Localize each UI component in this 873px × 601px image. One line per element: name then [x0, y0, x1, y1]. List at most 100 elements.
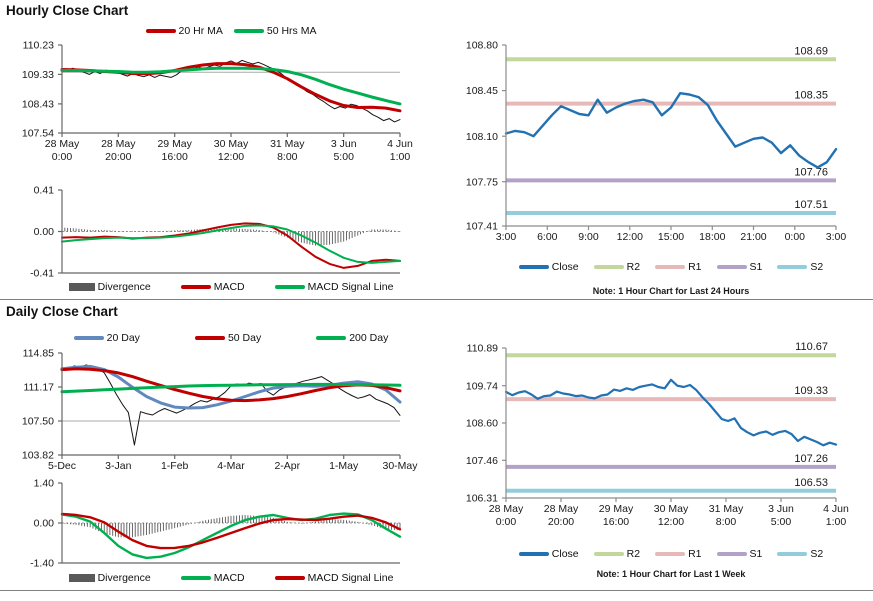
- legend-swatch: [316, 336, 347, 340]
- divergence-bar: [109, 230, 111, 232]
- legend-label: Divergence: [97, 572, 151, 584]
- divergence-bar: [129, 523, 131, 538]
- hourly-macd-legend: Divergence MACD MACD Signal Line: [62, 281, 400, 293]
- legend-swatch: [274, 285, 305, 289]
- divergence-bar: [374, 523, 376, 527]
- divergence-bar: [264, 516, 266, 523]
- divergence-bar: [115, 230, 116, 232]
- divergence-bar: [126, 523, 128, 538]
- legend-label: S1: [749, 261, 763, 273]
- divergence-bar: [320, 520, 322, 523]
- legend-label: Divergence: [97, 281, 151, 293]
- daily-macd-legend: Divergence MACD MACD Signal Line: [62, 572, 400, 584]
- divergence-bar: [357, 521, 359, 523]
- divergence-bar: [70, 523, 71, 525]
- divergence-bar: [362, 231, 364, 234]
- divergence-bar: [92, 523, 94, 529]
- x-tick-label: 5-Dec: [48, 460, 76, 472]
- divergence-bar: [309, 231, 311, 245]
- x-tick-label: 0:00: [496, 516, 517, 528]
- divergence-bar: [348, 520, 350, 523]
- divergence-bar: [374, 229, 376, 232]
- divergence-bar: [385, 229, 387, 232]
- divergence-bar: [247, 229, 249, 232]
- daily-price-chart: 114.85 111.17 107.50 103.825-Dec 3-Jan 1-Feb 4…: [22, 348, 418, 472]
- divergence-bar: [250, 229, 252, 232]
- divergence-bar: [278, 519, 280, 523]
- x-tick-label: 12:00: [218, 151, 244, 163]
- legend-label: S1: [749, 548, 763, 560]
- x-tick-label: 3 Jun: [331, 138, 357, 150]
- legend-label: Close: [551, 548, 579, 560]
- legend-item-macd: MACD: [180, 281, 245, 293]
- legend-label: 200 Day: [349, 332, 389, 344]
- divergence-bar: [233, 228, 235, 232]
- x-tick-label: 3 Jun: [768, 503, 794, 515]
- x-tick-label: 1-Feb: [161, 460, 189, 472]
- y-tick-label: 108.45: [466, 85, 498, 97]
- legend-swatch: [593, 265, 624, 269]
- divergence-bar: [188, 229, 190, 232]
- divergence-bar: [185, 230, 187, 232]
- x-tick-label: 2-Apr: [274, 460, 300, 472]
- divergence-bar: [346, 520, 347, 523]
- x-tick-label: 8:00: [716, 516, 737, 528]
- divergence-bar: [131, 523, 133, 538]
- divergence-bar: [289, 522, 291, 523]
- divergence-bar: [137, 523, 139, 537]
- legend-swatch: [655, 552, 686, 556]
- divergence-bar: [331, 519, 333, 523]
- divergence-bar: [191, 523, 193, 524]
- divergence-bar: [205, 520, 207, 523]
- legend-label: Close: [551, 261, 579, 273]
- divergence-bar: [382, 229, 384, 232]
- legend-swatch: [518, 552, 549, 556]
- divergence-bar: [379, 229, 381, 232]
- legend-label: S2: [810, 261, 824, 273]
- divergence-bar: [210, 519, 212, 523]
- x-tick-label: 15:00: [658, 231, 684, 243]
- daily-chart-note: Note: 1 Hour Chart for Last 1 Week: [596, 569, 746, 579]
- divergence-bar: [300, 231, 302, 243]
- daily-macd-chart: 1.40 0.00 -1.40: [30, 478, 402, 570]
- series-macd: [60, 512, 402, 560]
- divergence-bar: [230, 515, 232, 523]
- divergence-bar: [286, 521, 288, 523]
- divergence-bar: [323, 231, 325, 246]
- divergence-bar: [354, 521, 356, 523]
- y-tick-label: -0.41: [30, 268, 54, 280]
- divergence-bar: [168, 230, 170, 232]
- y-tick-label: 108.60: [466, 418, 498, 430]
- divergence-bar: [368, 230, 370, 232]
- daily-levels-legend: Close R2 R1 S1 S2: [506, 548, 836, 560]
- divergence-bar: [275, 231, 277, 234]
- legend-swatch: [180, 576, 211, 580]
- divergence-bar: [258, 516, 260, 523]
- legend-item-50-hrs-ma: 50 Hrs MA: [233, 25, 316, 37]
- x-tick-label: 8:00: [277, 151, 298, 163]
- divergence-bar: [81, 229, 83, 232]
- series-200-day: [60, 382, 402, 394]
- divergence-bar: [112, 230, 114, 232]
- legend-label: R2: [626, 261, 641, 273]
- x-tick-label: 28 May: [101, 138, 136, 150]
- legend-item-r1: R1: [655, 261, 702, 273]
- divergence-bar: [272, 231, 274, 233]
- divergence-bar: [399, 523, 401, 531]
- divergence-bar: [261, 230, 263, 232]
- divergence-bar: [182, 523, 184, 526]
- divergence-bar: [148, 230, 150, 232]
- divergence-bar: [143, 523, 145, 536]
- y-tick-label: 1.40: [34, 478, 55, 490]
- legend-swatch: [68, 283, 95, 291]
- hourly-levels-chart: 108.69 108.35 107.76 107.51 108.80 108.45 108.…: [466, 40, 847, 243]
- divergence-bar: [196, 522, 198, 523]
- x-tick-label: 6:00: [537, 231, 558, 243]
- divergence-bar: [241, 515, 243, 523]
- y-tick-label: 109.74: [466, 380, 498, 392]
- x-tick-label: 20:00: [105, 151, 131, 163]
- divergence-bar: [351, 521, 353, 523]
- divergence-bar: [351, 231, 353, 238]
- legend-label: MACD: [213, 572, 245, 584]
